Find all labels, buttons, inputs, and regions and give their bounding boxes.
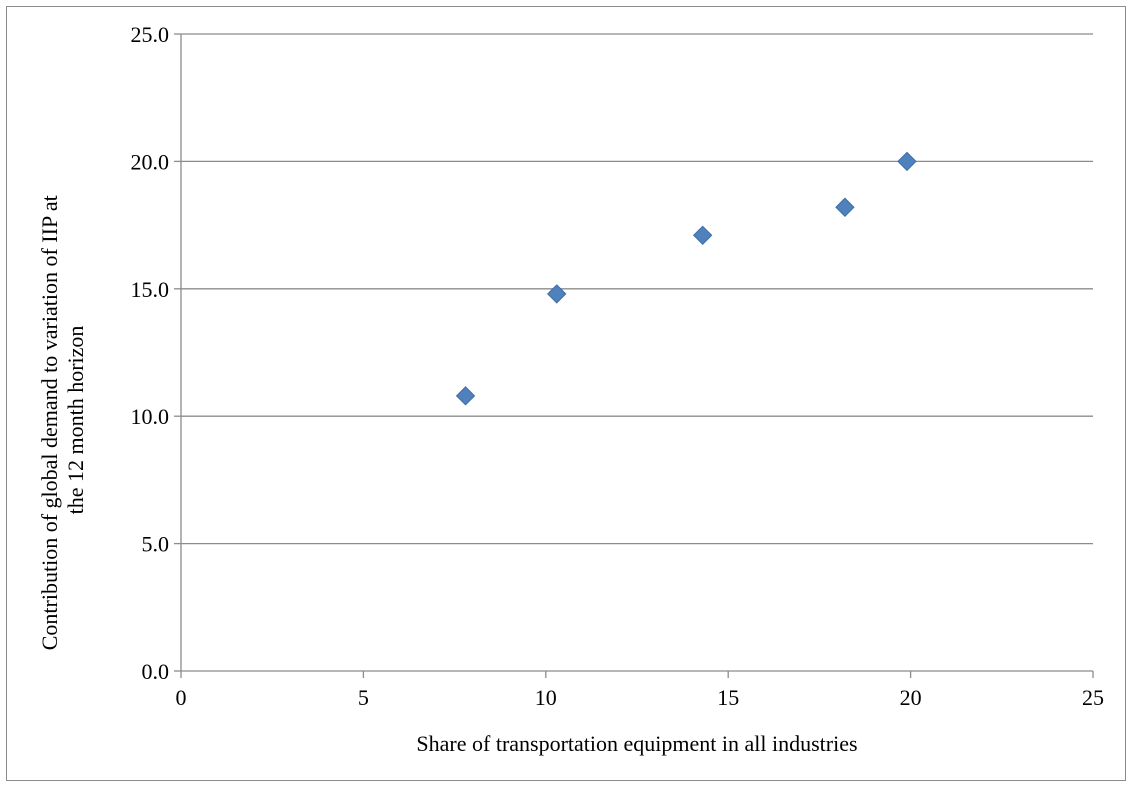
data-point <box>547 284 567 304</box>
x-axis-title: Share of transportation equipment in all… <box>416 731 857 756</box>
y-tick-label: 20.0 <box>131 149 170 174</box>
y-tick-label: 0.0 <box>142 659 170 684</box>
y-tick-labels: 0.0 5.0 10.0 15.0 20.0 25.0 <box>131 22 170 684</box>
y-axis-title-line-2: the 12 month horizon <box>63 326 88 515</box>
x-tick-label: 15 <box>717 685 739 710</box>
axes <box>174 33 1094 678</box>
y-axis-title-line-1: Contribution of global demand to variati… <box>37 195 62 650</box>
data-point <box>692 225 713 245</box>
x-tick-label: 20 <box>900 685 922 710</box>
data-points <box>455 151 917 406</box>
x-tick-label: 10 <box>535 685 557 710</box>
x-tick-labels: 0 5 10 15 20 25 <box>176 685 1105 710</box>
x-tick-label: 5 <box>358 685 369 710</box>
data-point <box>835 197 855 217</box>
x-tick-label: 25 <box>1082 685 1104 710</box>
data-point <box>897 151 917 172</box>
data-point <box>455 386 476 406</box>
y-tick-label: 15.0 <box>131 277 170 302</box>
y-tick-label: 10.0 <box>131 404 170 429</box>
y-tick-label: 25.0 <box>131 22 170 47</box>
y-axis-title: Contribution of global demand to variati… <box>37 190 88 651</box>
grid-lines <box>181 33 1093 545</box>
x-tick-label: 0 <box>176 685 187 710</box>
chart-frame <box>6 6 1126 781</box>
y-tick-label: 5.0 <box>142 532 170 557</box>
